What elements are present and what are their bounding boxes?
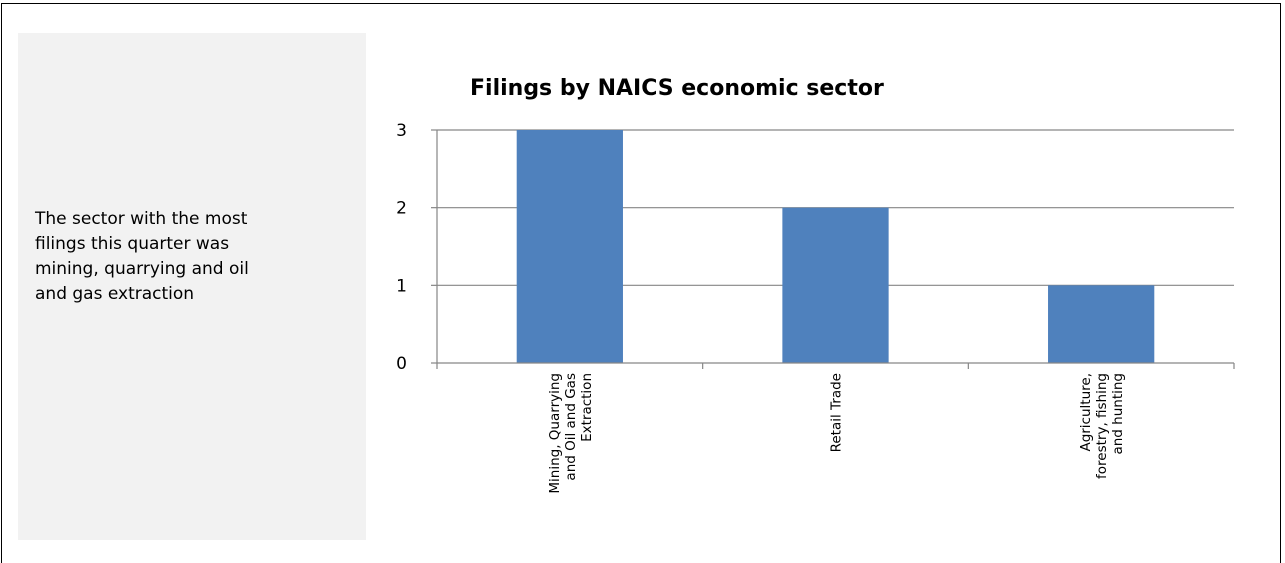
x-category-label-line: Agriculture, <box>1078 373 1094 452</box>
axis-labels: 0 1 2 3 Mining, Quarrying and Oil and Gas Extr… <box>396 121 1126 494</box>
bar <box>516 130 623 363</box>
y-tick-label: 3 <box>396 121 407 141</box>
y-tick-label: 1 <box>396 276 407 296</box>
x-category-label: Retail Trade <box>829 373 845 452</box>
summary-line-2: filings this quarter was <box>35 234 230 254</box>
chart-title: Filings by NAICS economic sector <box>470 76 884 101</box>
bar <box>782 207 889 363</box>
summary-line-3: mining, quarrying and oil <box>35 259 249 279</box>
bars <box>516 130 1155 363</box>
summary-line-1: The sector with the most <box>35 209 248 229</box>
y-tick-label: 0 <box>396 354 407 374</box>
x-category-label-line: Extraction <box>579 373 595 442</box>
x-category-label-line: Retail Trade <box>829 373 845 452</box>
x-category-label-line: and hunting <box>1110 373 1126 455</box>
summary-panel: The sector with the most filings this qu… <box>18 33 366 540</box>
axes <box>431 129 1235 369</box>
x-category-label: Agriculture, forestry, fishing and hunting <box>1078 373 1126 479</box>
summary-text: The sector with the most filings this qu… <box>35 207 335 307</box>
summary-line-4: and gas extraction <box>35 284 195 304</box>
x-category-label-line: forestry, fishing <box>1094 373 1110 479</box>
bar <box>1048 285 1155 363</box>
x-category-label: Mining, Quarrying and Oil and Gas Extracti… <box>547 373 595 494</box>
y-tick-label: 2 <box>396 199 407 219</box>
x-category-label-line: and Oil and Gas <box>563 373 579 481</box>
x-category-label-line: Mining, Quarrying <box>547 373 563 494</box>
